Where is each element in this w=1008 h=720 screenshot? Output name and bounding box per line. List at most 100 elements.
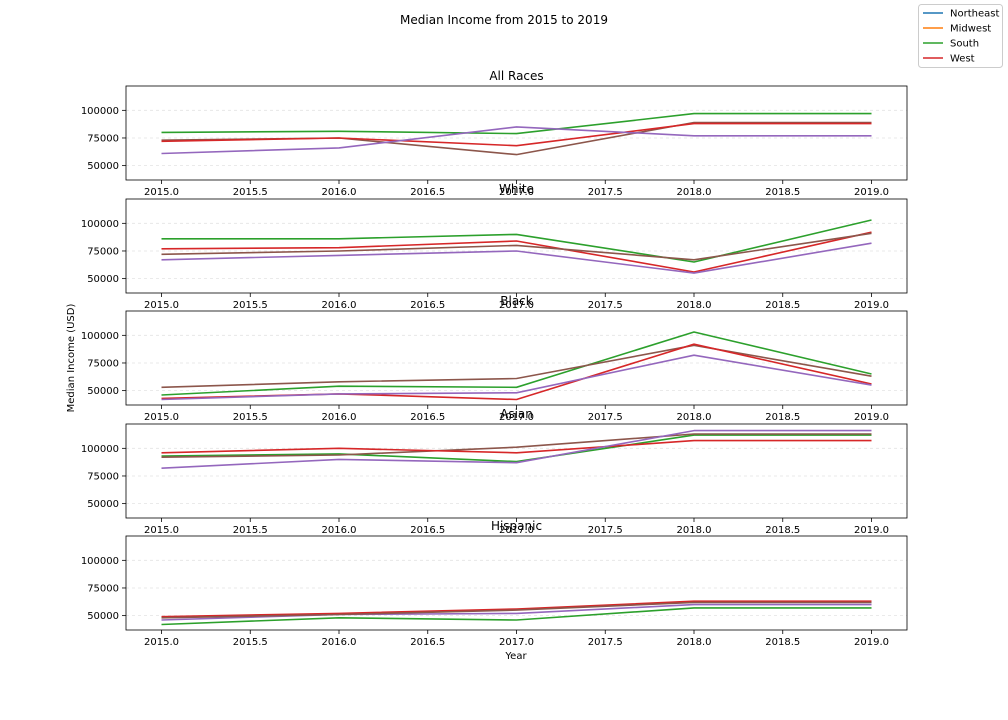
series-line-white-1 bbox=[161, 219, 872, 263]
x-tick-label: 2015.0 bbox=[144, 187, 179, 198]
x-tick-label: 2018.0 bbox=[677, 525, 712, 536]
x-tick-label: 2017.0 bbox=[499, 187, 534, 198]
subplots: 50000 75000 100000 2015.0 2015.5 2016.0 2016.5… bbox=[81, 69, 908, 648]
series-line-black-1 bbox=[161, 331, 872, 396]
x-tick-label: 2019.0 bbox=[854, 525, 889, 536]
figure-title: Median Income from 2015 to 2019 bbox=[400, 13, 608, 27]
series-line-black-4 bbox=[161, 354, 872, 401]
series-line-white-2 bbox=[161, 231, 872, 273]
x-tick-label: 2019.0 bbox=[854, 300, 889, 311]
y-tick-label: 75000 bbox=[87, 133, 119, 144]
x-tick-label: 2018.5 bbox=[765, 187, 800, 198]
series-line-asian-3 bbox=[161, 439, 872, 454]
axes-frame bbox=[125, 310, 908, 406]
series-line-hispanic-3 bbox=[161, 600, 872, 618]
series-line-hispanic-4 bbox=[161, 601, 872, 619]
x-tick-label: 2018.0 bbox=[677, 187, 712, 198]
series-line-asian-2 bbox=[161, 433, 872, 458]
x-tick-label: 2019.0 bbox=[854, 412, 889, 423]
x-tick-label: 2015.5 bbox=[233, 300, 268, 311]
x-tick-label: 2016.0 bbox=[322, 187, 357, 198]
axes-frame bbox=[125, 535, 908, 631]
x-tick-label: 2017.0 bbox=[499, 637, 534, 648]
x-tick-label: 2016.0 bbox=[322, 525, 357, 536]
y-tick-label: 75000 bbox=[87, 583, 119, 594]
x-tick-label: 2018.5 bbox=[765, 300, 800, 311]
subplot-title: White bbox=[499, 182, 534, 196]
x-tick-label: 2018.5 bbox=[765, 525, 800, 536]
x-tick-label: 2016.0 bbox=[322, 637, 357, 648]
y-tick-label: 50000 bbox=[87, 161, 119, 172]
x-tick-label: 2016.5 bbox=[410, 412, 445, 423]
series-line-asian-4 bbox=[161, 429, 872, 469]
x-tick-label: 2017.5 bbox=[588, 300, 623, 311]
x-tick-label: 2016.5 bbox=[410, 637, 445, 648]
subplot-title: Asian bbox=[500, 407, 533, 421]
x-tick-label: 2017.0 bbox=[499, 525, 534, 536]
x-tick-label: 2016.5 bbox=[410, 187, 445, 198]
y-tick-label: 50000 bbox=[87, 386, 119, 397]
x-tick-label: 2017.5 bbox=[588, 187, 623, 198]
x-tick-label: 2015.0 bbox=[144, 525, 179, 536]
legend-label-west: West bbox=[950, 54, 975, 65]
subplot-title: All Races bbox=[489, 69, 543, 83]
x-tick-label: 2018.0 bbox=[677, 637, 712, 648]
x-tick-label: 2015.5 bbox=[233, 637, 268, 648]
legend-frame bbox=[918, 4, 1003, 68]
y-axis-label: Median Income (USD) bbox=[66, 304, 77, 413]
subplot-hispanic: 50000 75000 100000 2015.0 2015.5 2016.0 2016.5… bbox=[81, 519, 908, 648]
subplot-title: Hispanic bbox=[491, 519, 542, 533]
y-tick-label: 100000 bbox=[81, 444, 119, 455]
subplot-white: 50000 75000 100000 2015.0 2015.5 2016.0 2016.5… bbox=[81, 182, 908, 311]
subplot-all-races: 50000 75000 100000 2015.0 2015.5 2016.0 2016.5… bbox=[81, 69, 908, 198]
y-tick-label: 75000 bbox=[87, 358, 119, 369]
y-tick-label: 100000 bbox=[81, 556, 119, 567]
y-tick-label: 100000 bbox=[81, 331, 119, 342]
series-line-asian-1 bbox=[161, 434, 872, 463]
x-tick-label: 2017.5 bbox=[588, 637, 623, 648]
series-line-black-2 bbox=[161, 344, 872, 389]
subplot-asian: 50000 75000 100000 2015.0 2015.5 2016.0 2016.5… bbox=[81, 407, 908, 536]
x-tick-label: 2016.0 bbox=[322, 300, 357, 311]
y-tick-label: 50000 bbox=[87, 499, 119, 510]
x-tick-label: 2015.5 bbox=[233, 187, 268, 198]
y-tick-label: 75000 bbox=[87, 246, 119, 257]
x-tick-label: 2017.0 bbox=[499, 300, 534, 311]
series-line-black-3 bbox=[161, 343, 872, 401]
series-line-all-races-4 bbox=[161, 126, 872, 155]
x-axis-label: Year bbox=[504, 651, 527, 662]
subplot-title: Black bbox=[500, 294, 533, 308]
legend: Northeast Midwest South West bbox=[918, 4, 1003, 68]
x-tick-label: 2016.5 bbox=[410, 300, 445, 311]
x-tick-label: 2019.0 bbox=[854, 187, 889, 198]
x-tick-label: 2015.5 bbox=[233, 412, 268, 423]
x-tick-label: 2016.0 bbox=[322, 412, 357, 423]
x-tick-label: 2017.5 bbox=[588, 525, 623, 536]
legend-label-northeast: Northeast bbox=[950, 9, 999, 20]
axes-frame bbox=[125, 423, 908, 519]
x-tick-label: 2018.0 bbox=[677, 412, 712, 423]
y-tick-label: 50000 bbox=[87, 274, 119, 285]
y-tick-label: 75000 bbox=[87, 471, 119, 482]
series-line-all-races-3 bbox=[161, 122, 872, 147]
x-tick-label: 2015.0 bbox=[144, 637, 179, 648]
x-tick-label: 2019.0 bbox=[854, 637, 889, 648]
x-tick-label: 2018.0 bbox=[677, 300, 712, 311]
series-line-hispanic-1 bbox=[161, 607, 872, 626]
y-tick-label: 100000 bbox=[81, 219, 119, 230]
x-tick-label: 2018.5 bbox=[765, 412, 800, 423]
axes-frame bbox=[125, 198, 908, 294]
x-tick-label: 2015.5 bbox=[233, 525, 268, 536]
series-line-white-3 bbox=[161, 232, 872, 261]
x-tick-label: 2015.0 bbox=[144, 412, 179, 423]
legend-label-midwest: Midwest bbox=[950, 24, 991, 35]
series-line-all-races-1 bbox=[161, 112, 872, 135]
x-tick-label: 2015.0 bbox=[144, 300, 179, 311]
legend-label-south: South bbox=[950, 39, 979, 50]
x-tick-label: 2018.5 bbox=[765, 637, 800, 648]
y-tick-label: 50000 bbox=[87, 611, 119, 622]
x-tick-label: 2017.5 bbox=[588, 412, 623, 423]
series-line-hispanic-2 bbox=[161, 603, 872, 621]
x-tick-label: 2017.0 bbox=[499, 412, 534, 423]
